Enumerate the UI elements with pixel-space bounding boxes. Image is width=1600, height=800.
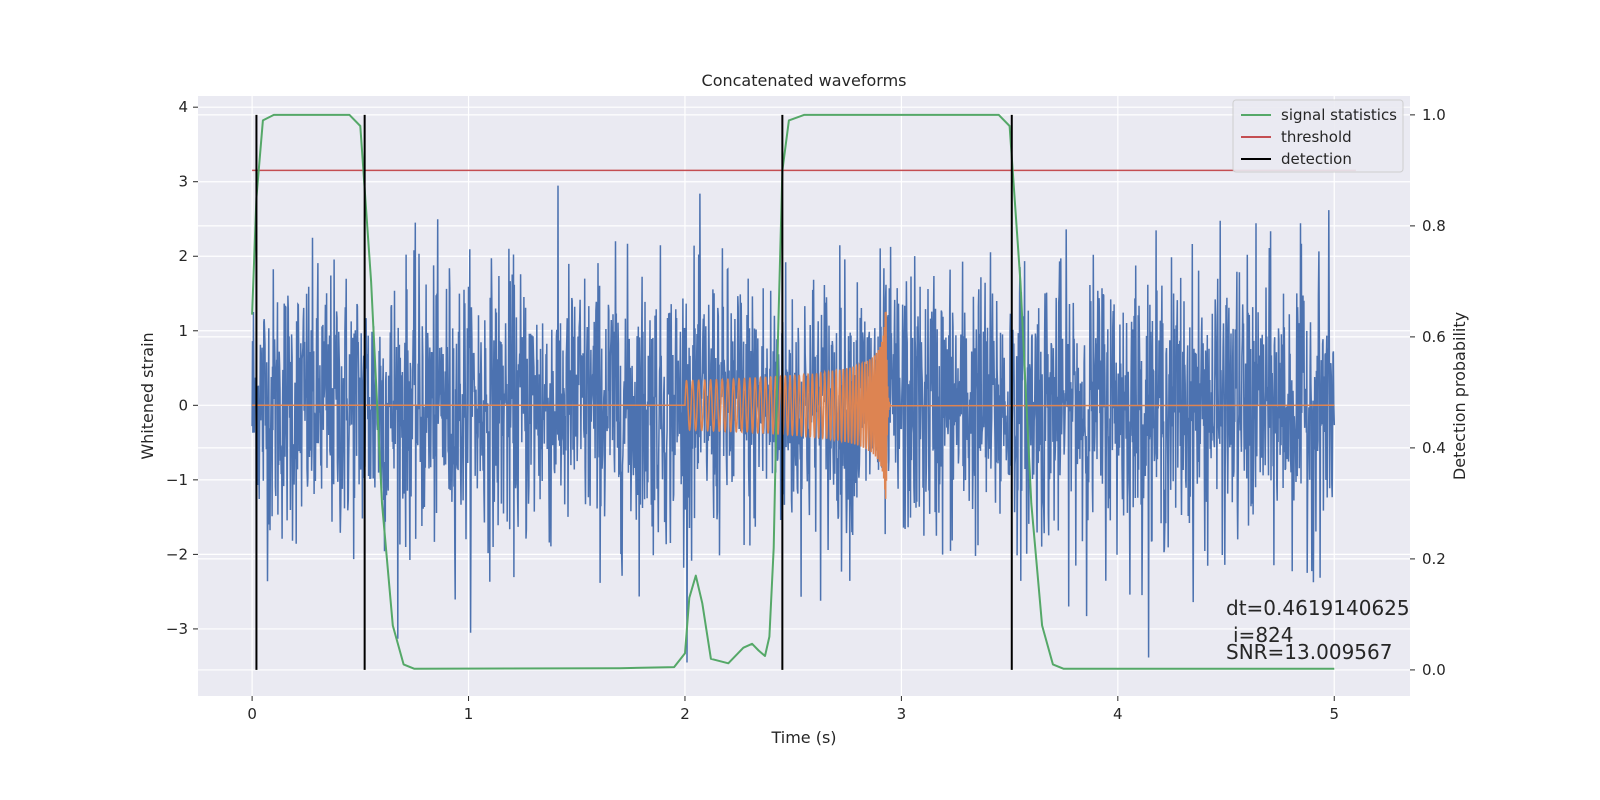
y2-tick-label: 0.0	[1422, 661, 1446, 679]
signal-statistics-line	[251, 113, 1335, 670]
y-tick-label: −1	[166, 471, 188, 489]
annotation-block: dt=0.4619140625 i=824 SNR=13.009567	[1226, 596, 1410, 664]
chirp-waveform-line	[252, 311, 1335, 499]
legend-label-threshold: threshold	[1281, 128, 1352, 146]
y-tick-label: 4	[178, 98, 188, 116]
y-tick-label: 2	[178, 247, 188, 265]
annotation-i: i=824	[1233, 623, 1294, 647]
y-tick-label: 1	[178, 322, 188, 340]
y2-tick-label: 0.6	[1422, 328, 1446, 346]
legend-label-detection: detection	[1281, 150, 1352, 168]
x-tick-label: 3	[897, 705, 907, 723]
x-tick-label: 5	[1329, 705, 1339, 723]
y2-tick-label: 0.2	[1422, 550, 1446, 568]
chirp-series-layer	[252, 311, 1335, 499]
y2-axis-label: Detection probability	[1450, 312, 1469, 480]
y-tick-label: −3	[166, 620, 188, 638]
y2-tick-label: 0.8	[1422, 217, 1446, 235]
y2-tick-label: 0.4	[1422, 439, 1446, 457]
x-tick-label: 2	[680, 705, 690, 723]
x-tick-label: 4	[1113, 705, 1123, 723]
legend: signal statistics threshold detection	[1232, 99, 1404, 173]
x-axis-label: Time (s)	[770, 728, 836, 747]
y-tick-label: −2	[166, 545, 188, 563]
legend-label-signal-statistics: signal statistics	[1281, 106, 1397, 124]
y-axis-label: Whitened strain	[138, 332, 157, 459]
y2-tick-label: 1.0	[1422, 106, 1446, 124]
annotation-dt: dt=0.4619140625	[1226, 596, 1410, 620]
tick-layer: 0 1 2 3 4 5 −3 −2 −1 0 1 2 3 4 0.0 0.2 0.4 0.6 0.8 1.0	[166, 98, 1446, 723]
annotation-snr: SNR=13.009567	[1226, 640, 1392, 664]
y-tick-label: 3	[178, 173, 188, 191]
probability-series-layer	[251, 113, 1356, 670]
x-tick-label: 1	[464, 705, 474, 723]
legend-box	[1232, 99, 1404, 173]
chart-title: Concatenated waveforms	[702, 71, 907, 90]
x-tick-label: 0	[247, 705, 257, 723]
y-tick-label: 0	[178, 396, 188, 414]
